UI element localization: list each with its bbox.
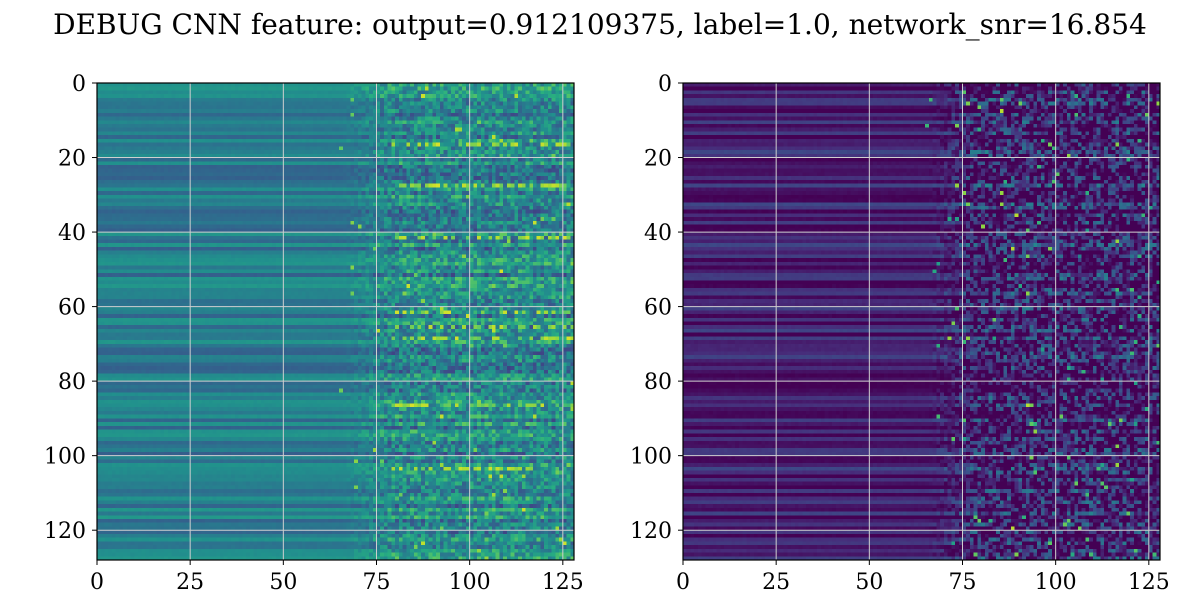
x-tick-label: 75: [948, 570, 976, 595]
heatmap-panel-1: 0 25 50 75 100 125 0 20 40 60 80 100 120: [44, 72, 584, 595]
y-tick-label: 40: [58, 221, 86, 246]
y-tick-label: 40: [644, 221, 672, 246]
plot-frame: [96, 82, 575, 561]
heatmap-image: [97, 83, 574, 560]
y-tick-label: 100: [44, 445, 86, 470]
x-tick-label: 50: [269, 570, 297, 595]
y-tick-label: 20: [58, 147, 86, 172]
x-tick-label: 25: [176, 570, 204, 595]
page-title: DEBUG CNN feature: output=0.912109375, l…: [53, 8, 1147, 41]
y-tick-label: 60: [58, 296, 86, 321]
x-tick-label: 25: [762, 570, 790, 595]
x-tick-label: 0: [676, 570, 690, 595]
y-tick-label: 80: [644, 370, 672, 395]
x-tick-label: 50: [855, 570, 883, 595]
y-tick-label: 60: [644, 296, 672, 321]
x-tick-label: 125: [1128, 570, 1170, 595]
heatmap-panel-2: 0 25 50 75 100 125 0 20 40 60 80 100 120: [630, 72, 1170, 595]
y-tick-label: 120: [630, 519, 672, 544]
x-tick-label: 0: [90, 570, 104, 595]
y-tick-label: 20: [644, 147, 672, 172]
x-tick-label: 100: [1035, 570, 1077, 595]
x-tick-label: 100: [449, 570, 491, 595]
y-tick-label: 100: [630, 445, 672, 470]
x-tick-label: 125: [542, 570, 584, 595]
x-tick-label: 75: [362, 570, 390, 595]
y-tick-label: 0: [72, 72, 86, 97]
plot-frame: [682, 82, 1161, 561]
y-tick-label: 120: [44, 519, 86, 544]
y-tick-label: 0: [658, 72, 672, 97]
heatmap-image: [683, 83, 1160, 560]
y-tick-label: 80: [58, 370, 86, 395]
